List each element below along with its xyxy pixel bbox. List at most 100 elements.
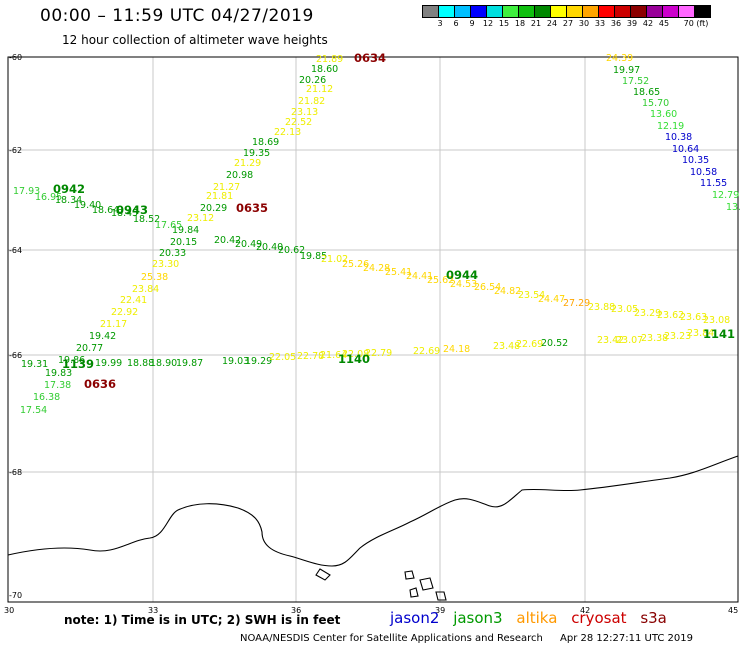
pass-time-label: 0942 [53,182,85,196]
credit-text: NOAA/NESDIS Center for Satellite Applica… [240,633,543,644]
wave-height-label: 20.98 [226,170,253,181]
legend-label: 24 [546,19,558,28]
wave-height-label: 23.63 [680,312,707,323]
wave-height-label: 18.34 [55,195,82,206]
wave-height-label: 23.38 [641,333,668,344]
legend-label: 18 [514,19,526,28]
wave-height-label: 21.64 [320,350,347,361]
map-frame [7,56,739,603]
legend-label: 27 [562,19,574,28]
wave-height-label: 18.65 [633,87,660,98]
wave-height-label: 20.52 [541,338,568,349]
y-label: -62 [9,146,22,155]
wave-height-label: 20.49 [235,239,262,250]
timestamp-text: Apr 28 12:27:11 UTC 2019 [560,633,693,644]
satellite-label: altika [516,609,558,627]
wave-height-label: 17.93 [13,186,40,197]
x-label: 45 [728,606,738,615]
wave-height-label: 17.38 [44,380,71,391]
wave-height-label: 23.23 [664,331,691,342]
pass-time-label: 0636 [84,377,116,391]
wave-height-label: 19.29 [245,356,272,367]
wave-height-label: 23.42 [597,335,624,346]
y-label: -70 [9,591,22,600]
wave-height-label: 23.08 [703,315,730,326]
pass-time-label: 1139 [62,357,94,371]
wave-height-label: 10.64 [672,144,699,155]
wave-height-label: 22.52 [285,117,312,128]
wave-height-label: 11.55 [700,178,727,189]
wave-height-label: 10.38 [665,132,692,143]
pass-time-label: 0943 [116,203,148,217]
wave-height-label: 22.08 [342,349,369,360]
wave-height-label: 19.97 [613,65,640,76]
wave-height-label: 23.29 [634,308,661,319]
wave-height-label: 16.95 [35,192,62,203]
legend-label: 36 [610,19,622,28]
x-label: 42 [580,606,590,615]
wave-height-label: 21.89 [316,54,343,65]
wave-height-label: 24.18 [443,344,470,355]
wave-height-label: 20.29 [200,203,227,214]
wave-height-label: 19.35 [243,148,270,159]
legend-label: 33 [594,19,606,28]
wave-height-label: 21.81 [206,191,233,202]
legend-label: 30 [578,19,590,28]
wave-height-label: 21.17 [100,319,127,330]
y-axis-labels: -60 -62 -64 -66 -68 -70 [9,53,22,600]
wave-height-label: 22.69 [516,339,543,350]
map-subtitle: 12 hour collection of altimeter wave hei… [62,33,328,47]
wave-height-label: 20.33 [159,248,186,259]
y-label: -60 [9,53,22,62]
wave-height-label: 15.70 [642,98,669,109]
legend-label: 70 (ft) [683,19,709,28]
wave-height-label: 10.35 [682,155,709,166]
wave-height-label: 21.12 [306,84,333,95]
legend-label: 6 [453,19,459,28]
legend-label: 21 [530,19,542,28]
satellite-legend: jason2 jason3 altika cryosat s3a [390,609,676,627]
wave-height-label: 12.19 [657,121,684,132]
satellite-label: s3a [640,609,667,627]
wave-height-label: 21.29 [234,158,261,169]
wave-height-label: 19.40 [74,200,101,211]
wave-height-label: 18.52 [133,214,160,225]
wave-height-label: 22.41 [120,295,147,306]
wave-height-label: 19.83 [45,368,72,379]
wave-height-label: 24.47 [538,294,565,305]
wave-height-label: 17.54 [20,405,47,416]
coastline [7,455,739,601]
wave-height-label: 19.86 [58,355,85,366]
wave-height-label: 10.58 [690,167,717,178]
wave-height-label: 19.85 [300,251,327,262]
wave-height-label: 26.54 [474,282,501,293]
wave-height-label: 23.13 [291,107,318,118]
wave-height-label: 24.53 [450,279,477,290]
pass-time-label: 1140 [338,352,370,366]
wave-height-label: 19.03 [222,356,249,367]
wave-height-label: 20.40 [256,242,283,253]
wave-height-label: 18.64 [92,205,119,216]
wave-height-label: 18.88 [127,358,154,369]
wave-height-label: 25.38 [141,272,168,283]
legend-label: 42 [642,19,654,28]
wave-height-label: 23.84 [132,284,159,295]
wave-height-label: 17.65 [155,220,182,231]
wave-height-label: 18.60 [311,64,338,75]
legend-swatch [694,5,711,18]
wave-height-label: 23.05 [611,304,638,315]
wave-height-label: 22.79 [365,348,392,359]
wave-height-label: 24.28 [363,263,390,274]
wave-height-label: 20.77 [76,343,103,354]
wave-height-label: 18.69 [252,137,279,148]
wave-height-label: 13.0 [726,202,740,213]
footer: NOAA/NESDIS Center for Satellite Applica… [240,633,693,644]
pass-time-label: 0634 [354,51,386,65]
wave-height-label: 23.54 [518,290,545,301]
y-label: -68 [9,468,22,477]
legend-label: 12 [482,19,494,28]
pass-time-label: 1141 [703,327,735,341]
wave-height-label: 22.92 [111,307,138,318]
wave-height-label: 20.15 [170,237,197,248]
